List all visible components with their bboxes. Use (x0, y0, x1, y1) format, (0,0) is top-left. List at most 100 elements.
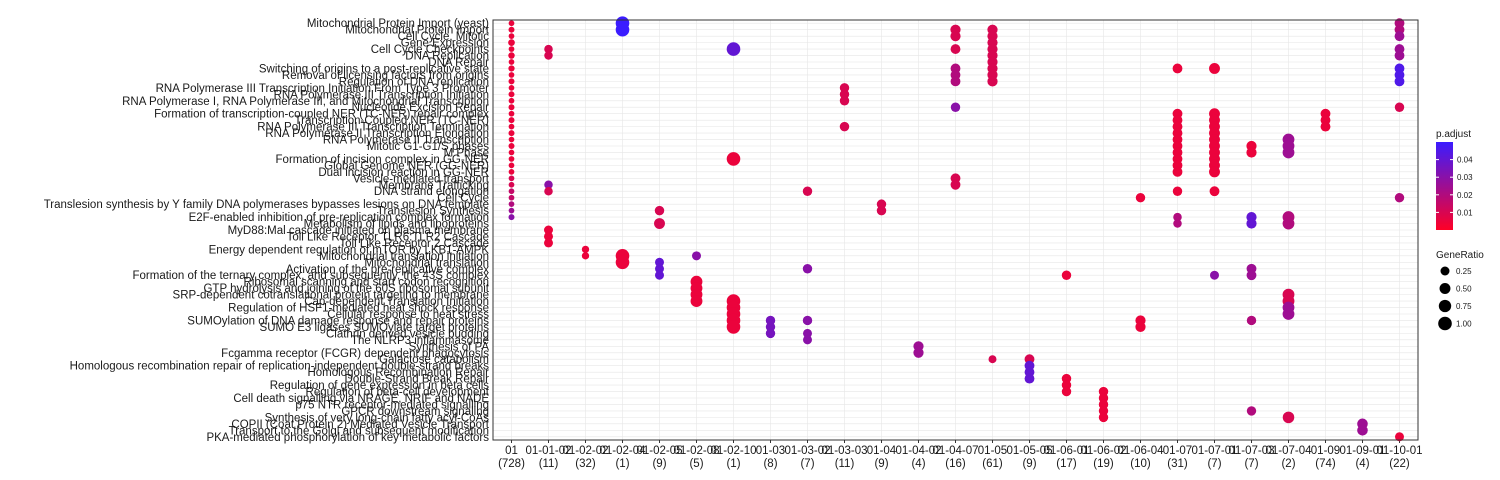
y-tick-label: The NLRP3 inflammasome (351, 335, 489, 347)
y-tick-label: Removal of licensing factors from origin… (282, 70, 489, 82)
data-point (508, 20, 515, 27)
data-point (508, 188, 515, 195)
data-point (544, 51, 553, 60)
y-tick-label: Synthesis of very long-chain fatty acyl-… (265, 412, 490, 424)
data-point (1173, 212, 1182, 222)
y-tick-label: Membrane Trafficking (379, 180, 489, 192)
y-axis-labels: Mitochondrial Protein Import (yeast)Mito… (44, 18, 490, 444)
y-tick-label: RNA Polymerase III Transcription Initiat… (274, 89, 489, 101)
y-tick-label: Energy dependent regulation of mTOR by L… (209, 244, 490, 256)
y-tick-label: Fcgamma receptor (FCGR) dependent phagoc… (221, 348, 489, 360)
data-point (1098, 386, 1109, 397)
x-tick-label: 01-02-04 (599, 445, 646, 457)
data-point (950, 31, 961, 42)
size-legend-dot (1438, 299, 1452, 313)
data-point (1061, 380, 1072, 390)
x-tick-count: (1) (726, 458, 740, 470)
y-tick-label: Cell Cycle (437, 193, 489, 205)
data-point (876, 205, 887, 216)
data-point (726, 42, 741, 56)
data-point (508, 110, 515, 117)
data-points (508, 16, 1405, 442)
data-point (1246, 406, 1257, 416)
y-tick-label: Mitochondrial Protein Import (345, 25, 490, 37)
data-point (950, 76, 961, 87)
data-point (1246, 315, 1257, 326)
x-tick-count: (11) (539, 458, 559, 470)
data-point (508, 156, 515, 162)
data-point (508, 168, 515, 175)
data-point (508, 104, 515, 111)
x-tick-label: 01-07-01 (1191, 445, 1237, 457)
data-point (803, 335, 812, 345)
y-tick-label: GPCR downstream signaling (341, 406, 489, 418)
data-point (508, 65, 515, 72)
data-point (1246, 218, 1257, 229)
data-point (1172, 166, 1183, 177)
x-tick-label: 01-07 (1163, 445, 1192, 457)
data-point (950, 102, 961, 112)
x-tick-count: (74) (1315, 458, 1336, 470)
data-point (950, 179, 961, 190)
y-tick-label: Nucleotide Excision Repair (352, 102, 490, 114)
data-point (839, 83, 850, 93)
y-tick-label: Mitochondrial Protein Import (yeast) (307, 18, 489, 30)
data-point (508, 91, 515, 98)
data-point (1394, 76, 1405, 87)
x-tick-label: 01-09 (1311, 445, 1340, 457)
data-point (1357, 425, 1368, 436)
y-tick-label: MyD88:Mal cascade initiated on plasma me… (228, 225, 489, 237)
data-point (1024, 373, 1035, 384)
x-tick-label: 01-05-05 (1006, 445, 1052, 457)
data-point (839, 89, 850, 100)
y-tick-label: Cell Cycle Checkpoints (371, 44, 489, 56)
y-tick-label: Switching of origins to a post-replicati… (259, 63, 489, 75)
data-point (1320, 121, 1331, 132)
y-tick-label: Metabolism of lipids and lipoproteins (304, 219, 490, 231)
size-legend-title: GeneRatio (1436, 250, 1484, 261)
size-legend-dot (1440, 266, 1450, 276)
data-point (1395, 432, 1404, 442)
x-tick-label: 01-04-02 (895, 445, 941, 457)
data-point (765, 322, 776, 332)
x-tick-label: 01-03-02 (784, 445, 830, 457)
y-tick-label: Regulation of DNA replication (339, 76, 489, 88)
y-tick-label: Dual incision reaction in GG-NER (318, 167, 489, 179)
data-point (508, 143, 515, 149)
x-tick-label: 01-02-02 (562, 445, 608, 457)
data-point (1282, 217, 1295, 230)
data-point (839, 96, 850, 106)
data-point (508, 84, 515, 91)
x-tick-label: 01-07-04 (1265, 445, 1312, 457)
x-tick-label: 01-06-02 (1080, 445, 1126, 457)
data-point (615, 255, 630, 270)
y-tick-label: Vesicle-mediated transport (353, 173, 490, 185)
data-point (1209, 63, 1220, 74)
data-point (508, 97, 515, 104)
data-point (1061, 386, 1072, 397)
data-point (508, 149, 515, 156)
y-tick-label: RNA Polymerase II Transcription (323, 135, 489, 147)
color-legend-tick-label: 0.03 (1457, 173, 1473, 182)
x-tick-count: (61) (982, 458, 1003, 470)
data-point (839, 121, 850, 132)
y-tick-label: DNA strand elongation (374, 186, 489, 198)
data-point (1394, 102, 1405, 112)
data-point (692, 251, 701, 261)
data-point (508, 46, 515, 52)
color-legend-tick-label: 0.02 (1457, 191, 1473, 200)
data-point (508, 52, 515, 59)
data-point (913, 347, 924, 358)
y-tick-label: Cellular response to heat stress (327, 309, 489, 321)
y-tick-label: Gene Expression (401, 38, 489, 50)
y-tick-label: Clathrin derived vesicle budding (326, 328, 489, 340)
data-point (1209, 166, 1220, 178)
y-tick-label: DNA Replication (405, 51, 489, 63)
data-point (508, 201, 515, 208)
data-point (726, 320, 741, 334)
data-point (1172, 63, 1183, 74)
x-tick-count: (5) (689, 458, 703, 470)
y-tick-label: COPII (Coat Protein 2) Mediated Vesicle … (231, 419, 489, 431)
x-tick-label: 01-06-04 (1117, 445, 1164, 457)
